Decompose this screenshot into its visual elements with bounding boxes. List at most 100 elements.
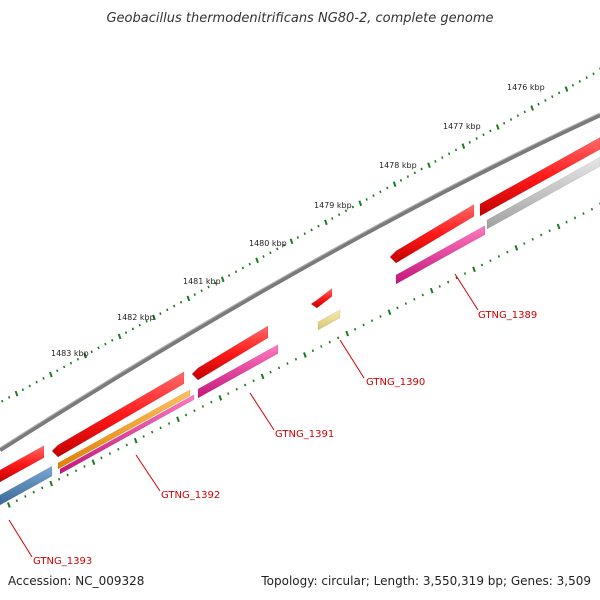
- major-tick: [427, 162, 431, 169]
- inner-minor-tick: [66, 473, 69, 477]
- cds-gtng-1388: [479, 137, 600, 217]
- minor-tick: [317, 224, 320, 228]
- minor-tick: [489, 129, 492, 133]
- inner-minor-tick: [108, 452, 112, 455]
- minor-tick: [399, 179, 403, 182]
- minor-tick: [303, 232, 306, 236]
- major-tick: [14, 390, 19, 397]
- inner-minor-tick: [413, 297, 416, 301]
- inner-minor-tick: [117, 447, 120, 451]
- inner-minor-tick: [227, 392, 230, 395]
- inner-minor-tick: [565, 220, 568, 224]
- inner-major-tick: [472, 266, 476, 273]
- inner-minor-tick: [370, 319, 374, 323]
- minor-tick: [420, 167, 423, 171]
- tick-label: 1482 kbp: [117, 313, 155, 322]
- major-tick: [186, 295, 191, 302]
- inner-major-tick: [49, 480, 53, 487]
- inner-minor-tick: [497, 255, 501, 258]
- minor-tick: [372, 194, 375, 197]
- minor-tick: [90, 350, 93, 354]
- inner-minor-tick: [337, 336, 340, 340]
- minor-tick: [111, 338, 114, 342]
- major-tick: [289, 238, 294, 245]
- minor-tick: [406, 175, 410, 178]
- inner-minor-tick: [404, 302, 408, 305]
- inner-major-tick: [556, 223, 561, 230]
- minor-tick: [475, 137, 478, 140]
- minor-tick: [138, 323, 141, 327]
- minor-tick: [592, 72, 595, 76]
- inner-minor-tick: [151, 430, 154, 434]
- minor-tick: [56, 369, 59, 373]
- inner-major-tick: [91, 459, 96, 465]
- minor-tick: [331, 217, 334, 220]
- major-tick: [495, 124, 500, 130]
- leader-gtng-1389: [454, 273, 479, 311]
- leader-gtng-1391: [249, 392, 275, 431]
- gene-label-gtng-1390: GTNG_1390: [366, 377, 425, 388]
- inner-minor-tick: [184, 413, 188, 417]
- inner-minor-tick: [311, 349, 314, 353]
- tick-label: 1477 kbp: [443, 122, 481, 131]
- minor-tick: [537, 102, 540, 106]
- major-tick: [152, 314, 156, 321]
- grey-feature: [486, 156, 600, 230]
- inner-minor-tick: [193, 409, 196, 413]
- tick-label: 1476 kbp: [507, 83, 545, 92]
- minor-tick: [379, 190, 382, 194]
- inner-major-tick: [429, 287, 434, 294]
- inner-minor-tick: [159, 426, 162, 430]
- inner-minor-tick: [32, 490, 35, 494]
- minor-tick: [159, 312, 162, 316]
- tick-label: 1481 kbp: [183, 277, 221, 286]
- minor-tick: [413, 171, 416, 175]
- minor-tick: [337, 213, 341, 217]
- inner-major-tick: [387, 309, 392, 315]
- inner-minor-tick: [548, 229, 551, 233]
- minor-tick: [234, 270, 238, 274]
- minor-tick: [104, 342, 107, 346]
- inner-minor-tick: [328, 340, 331, 344]
- tick-label: 1480 kbp: [249, 239, 287, 248]
- tick-label: 1479 kbp: [314, 201, 352, 210]
- inner-major-tick: [176, 416, 180, 423]
- minor-tick: [468, 140, 471, 144]
- inner-minor-tick: [210, 400, 213, 404]
- major-tick: [564, 86, 569, 92]
- inner-major-tick: [260, 373, 265, 380]
- minor-tick: [557, 91, 561, 95]
- major-tick: [220, 276, 225, 283]
- inner-major-tick: [514, 245, 519, 251]
- inner-major-tick: [218, 395, 223, 401]
- accession-text: Accession: NC_009328: [8, 574, 144, 588]
- minor-tick: [544, 99, 547, 102]
- minor-tick: [7, 396, 11, 399]
- minor-tick: [35, 380, 38, 384]
- tick-label: 1483 kbp: [51, 349, 89, 358]
- minor-tick: [365, 198, 368, 201]
- minor-tick: [21, 388, 25, 392]
- minor-tick: [1, 399, 4, 403]
- minor-tick: [516, 114, 520, 118]
- gene-label-gtng-1392: GTNG_1392: [161, 490, 220, 501]
- cds-gtng-1392: [51, 371, 185, 458]
- inner-minor-tick: [582, 212, 585, 215]
- tick-labels: 1476 kbp 1477 kbp 1478 kbp 1479 kbp 1480 kbp…: [51, 83, 545, 358]
- major-tick: [358, 200, 363, 207]
- major-tick: [392, 181, 397, 188]
- inner-minor-tick: [100, 456, 103, 460]
- major-tick: [530, 105, 534, 111]
- minor-tick: [344, 209, 348, 213]
- label-leaders: [8, 273, 479, 558]
- inner-minor-tick: [83, 465, 86, 468]
- cds-gtng-1390: [310, 287, 333, 309]
- minor-tick: [131, 327, 135, 331]
- inner-minor-tick: [244, 383, 247, 387]
- inner-minor-tick: [540, 233, 543, 237]
- tick-label: 1478 kbp: [379, 161, 417, 170]
- gene-features: [0, 137, 600, 506]
- outer-tick-ring: [1, 67, 600, 403]
- cds-gtng-1389: [389, 203, 475, 264]
